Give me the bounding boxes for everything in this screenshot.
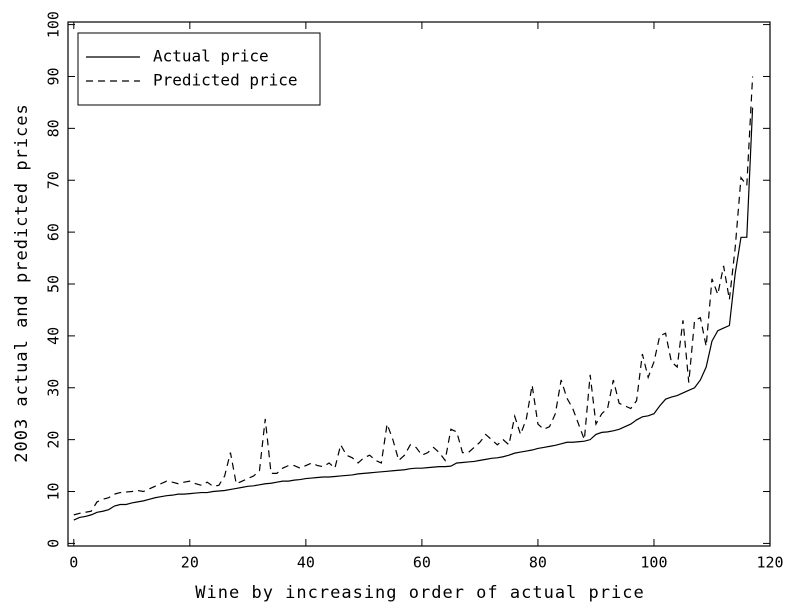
y-tick-label: 60 — [45, 223, 63, 241]
x-tick-label: 20 — [181, 554, 199, 572]
plot-frame — [67, 21, 771, 547]
x-tick-label: 0 — [69, 554, 78, 572]
x-axis-label: Wine by increasing order of actual price — [195, 583, 644, 603]
y-tick-label: 100 — [45, 11, 63, 38]
x-tick-label: 80 — [529, 554, 547, 572]
x-tick-label: 100 — [640, 554, 667, 572]
y-tick-label: 50 — [45, 275, 63, 293]
legend-box — [77, 32, 321, 106]
y-tick-label: 20 — [45, 431, 63, 449]
y-tick-label: 10 — [45, 482, 63, 500]
y-tick-label: 80 — [45, 119, 63, 137]
y-axis-label: 2003 actual and predicted prices — [12, 103, 32, 463]
x-tick-label: 60 — [413, 554, 431, 572]
series-line — [73, 76, 754, 516]
legend-label: Actual price — [153, 47, 269, 66]
y-tick-label: 90 — [45, 67, 63, 85]
y-tick-label: 0 — [45, 539, 63, 548]
y-tick-label: 40 — [45, 327, 63, 345]
legend-label: Predicted price — [153, 71, 298, 90]
series-line — [73, 107, 754, 521]
y-tick-label: 70 — [45, 171, 63, 189]
x-tick-label: 120 — [756, 554, 783, 572]
y-tick-label: 30 — [45, 379, 63, 397]
x-tick-label: 40 — [297, 554, 315, 572]
